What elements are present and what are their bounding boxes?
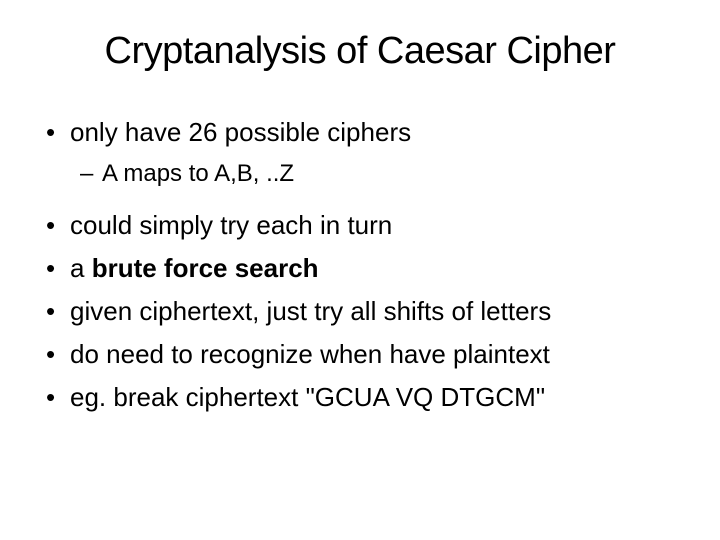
bullet-text: could simply try each in turn (70, 210, 392, 240)
bullet-text: given ciphertext, just try all shifts of… (70, 296, 551, 326)
bullet-item: given ciphertext, just try all shifts of… (40, 292, 680, 331)
bullet-text: only have 26 possible ciphers (70, 117, 411, 147)
bullet-item: do need to recognize when have plaintext (40, 335, 680, 374)
bullet-item: could simply try each in turn (40, 206, 680, 245)
bullet-text: eg. break ciphertext "GCUA VQ DTGCM" (70, 382, 545, 412)
slide-title: Cryptanalysis of Caesar Cipher (40, 30, 680, 73)
bullet-text: do need to recognize when have plaintext (70, 339, 550, 369)
bullet-item: eg. break ciphertext "GCUA VQ DTGCM" (40, 378, 680, 417)
bullet-text-bold: brute force search (92, 253, 319, 283)
bullet-list: only have 26 possible ciphers A maps to … (40, 113, 680, 417)
bullet-item: only have 26 possible ciphers (40, 113, 680, 152)
bullet-item: a brute force search (40, 249, 680, 288)
bullet-text-prefix: a (70, 253, 92, 283)
sub-bullet-text: A maps to A,B, ..Z (102, 160, 294, 187)
sub-bullet-item: A maps to A,B, ..Z (40, 156, 680, 192)
